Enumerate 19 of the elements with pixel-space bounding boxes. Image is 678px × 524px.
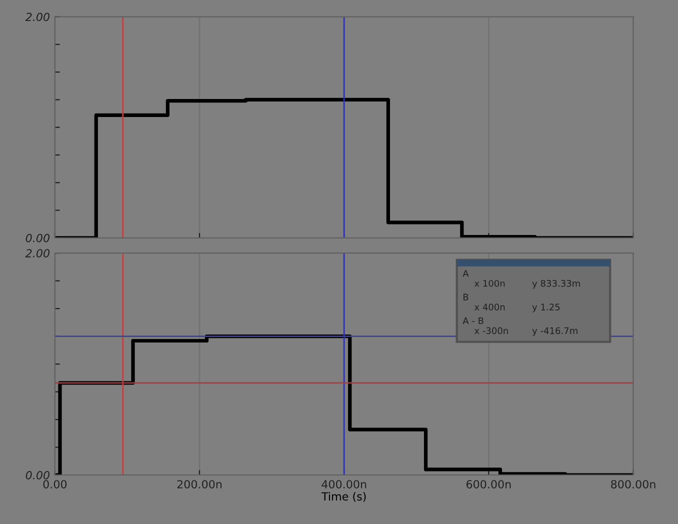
annotation: x 100n xyxy=(474,280,505,287)
x-tick-label: 800.00n xyxy=(611,480,656,488)
y-tick-label: 2.00 xyxy=(25,12,50,22)
annotation: A xyxy=(462,270,469,277)
annotation: y 1.25 xyxy=(532,304,560,312)
annotation: y 833.33m xyxy=(532,280,580,289)
annotation: y -416.7m xyxy=(532,327,578,336)
x-tick-label: 600.00n xyxy=(466,480,511,488)
x-tick-label: 400.00n xyxy=(322,480,366,488)
annotation: x -300n xyxy=(474,327,508,334)
annotation: x 400n xyxy=(474,304,505,310)
y-tick-label: 0.00 xyxy=(26,234,50,242)
x-tick-label: 200.00n xyxy=(177,480,222,488)
x-tick-label: 0.00 xyxy=(43,480,67,488)
annotation: B xyxy=(464,294,468,300)
annotation: A - B xyxy=(462,317,484,324)
y-tick-label: 2.00 xyxy=(25,249,50,258)
x-axis-title: Time (s) xyxy=(321,492,366,502)
y-tick-label: 0.00 xyxy=(26,470,50,480)
